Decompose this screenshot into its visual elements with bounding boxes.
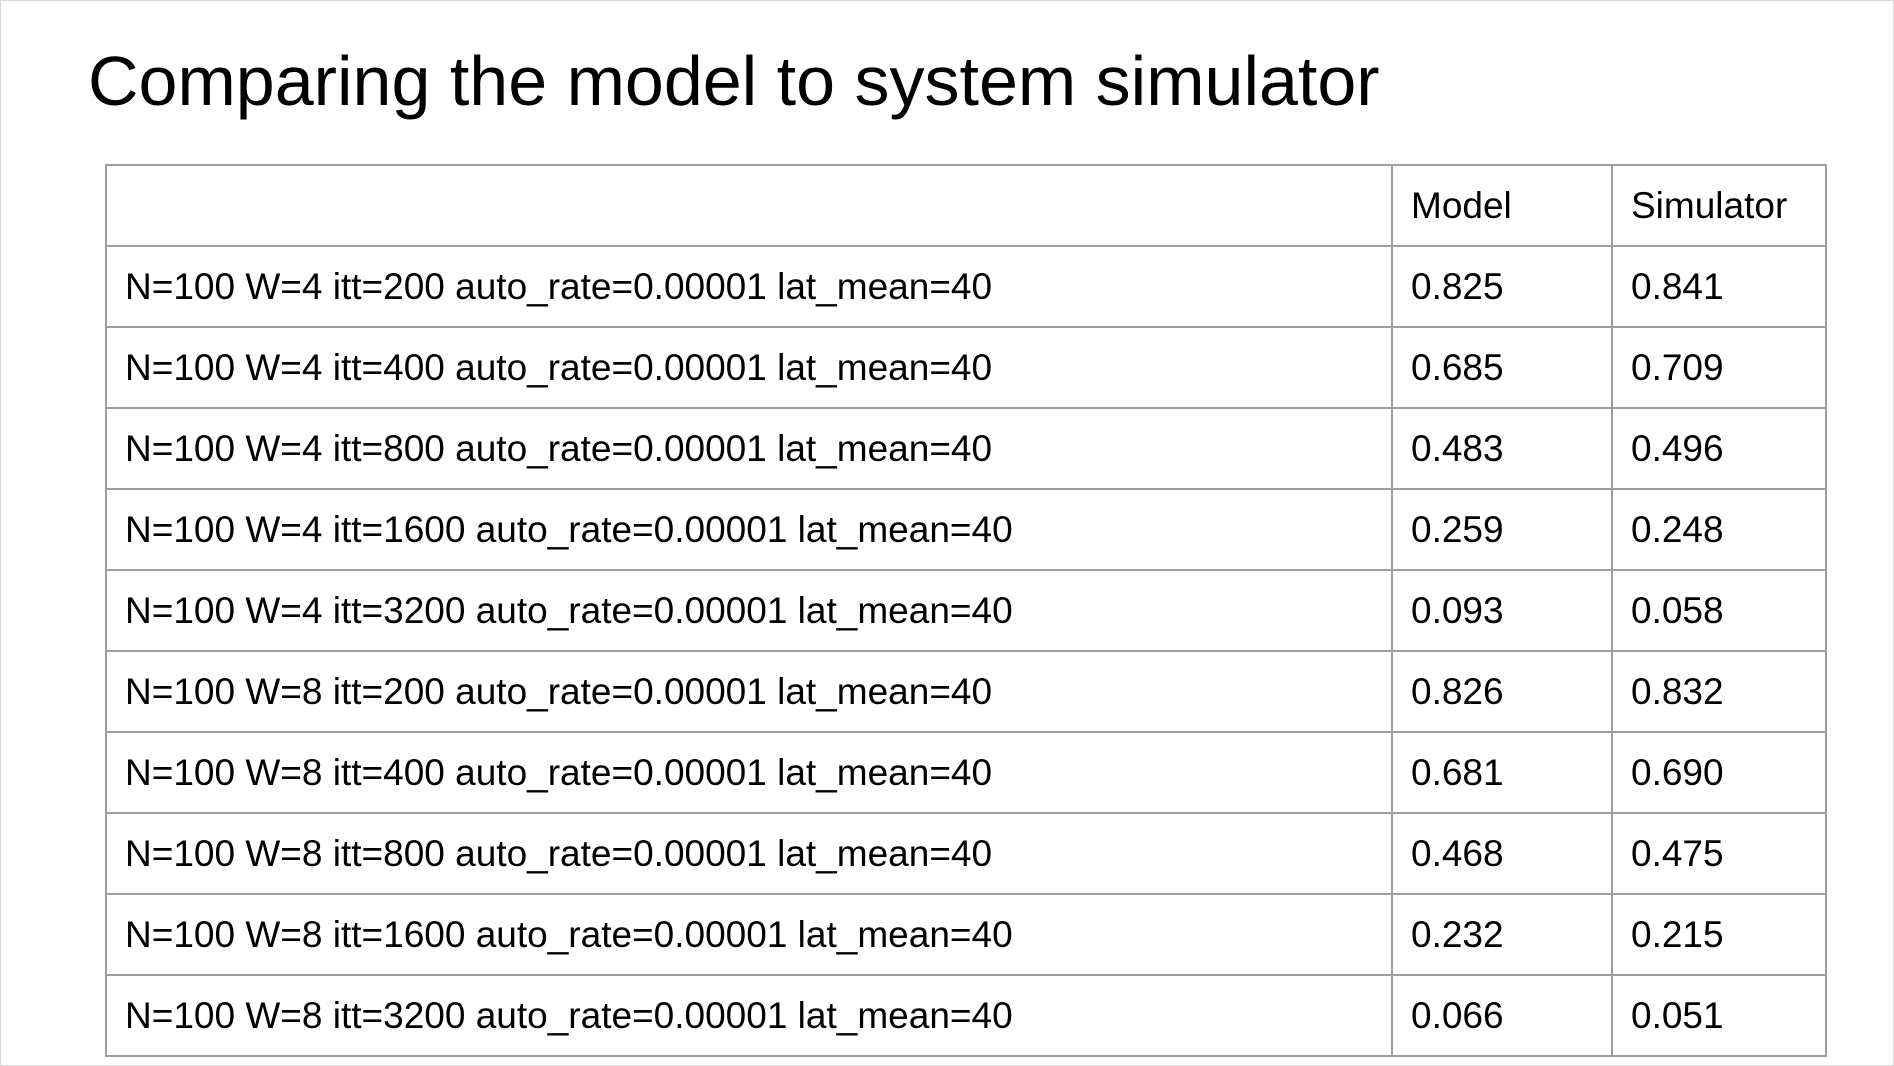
config-cell: N=100 W=4 itt=400 auto_rate=0.00001 lat_… — [105, 326, 1393, 409]
simulator-value-cell: 0.496 — [1611, 407, 1827, 490]
table-row: N=100 W=8 itt=200 auto_rate=0.00001 lat_… — [105, 650, 1827, 733]
table-row: N=100 W=8 itt=1600 auto_rate=0.00001 lat… — [105, 893, 1827, 976]
comparison-table: Model Simulator N=100 W=4 itt=200 auto_r… — [105, 164, 1827, 1057]
simulator-value-cell: 0.248 — [1611, 488, 1827, 571]
model-value-cell: 0.483 — [1391, 407, 1613, 490]
simulator-value-cell: 0.841 — [1611, 245, 1827, 328]
model-value-cell: 0.468 — [1391, 812, 1613, 895]
model-value-cell: 0.825 — [1391, 245, 1613, 328]
simulator-value-cell: 0.832 — [1611, 650, 1827, 733]
header-cell-model: Model — [1391, 164, 1613, 247]
header-cell-config — [105, 164, 1393, 247]
table-row: N=100 W=4 itt=3200 auto_rate=0.00001 lat… — [105, 569, 1827, 652]
table-row: N=100 W=8 itt=400 auto_rate=0.00001 lat_… — [105, 731, 1827, 814]
config-cell: N=100 W=8 itt=1600 auto_rate=0.00001 lat… — [105, 893, 1393, 976]
model-value-cell: 0.259 — [1391, 488, 1613, 571]
model-value-cell: 0.685 — [1391, 326, 1613, 409]
config-cell: N=100 W=4 itt=200 auto_rate=0.00001 lat_… — [105, 245, 1393, 328]
model-value-cell: 0.232 — [1391, 893, 1613, 976]
simulator-value-cell: 0.051 — [1611, 974, 1827, 1057]
model-value-cell: 0.826 — [1391, 650, 1613, 733]
table-row: N=100 W=4 itt=200 auto_rate=0.00001 lat_… — [105, 245, 1827, 328]
config-cell: N=100 W=8 itt=3200 auto_rate=0.00001 lat… — [105, 974, 1393, 1057]
slide-title: Comparing the model to system simulator — [88, 42, 1380, 120]
config-cell: N=100 W=4 itt=800 auto_rate=0.00001 lat_… — [105, 407, 1393, 490]
table-row: N=100 W=4 itt=800 auto_rate=0.00001 lat_… — [105, 407, 1827, 490]
header-cell-simulator: Simulator — [1611, 164, 1827, 247]
config-cell: N=100 W=4 itt=1600 auto_rate=0.00001 lat… — [105, 488, 1393, 571]
table-header-row: Model Simulator — [105, 164, 1827, 247]
config-cell: N=100 W=4 itt=3200 auto_rate=0.00001 lat… — [105, 569, 1393, 652]
table-row: N=100 W=4 itt=1600 auto_rate=0.00001 lat… — [105, 488, 1827, 571]
table-row: N=100 W=8 itt=800 auto_rate=0.00001 lat_… — [105, 812, 1827, 895]
simulator-value-cell: 0.709 — [1611, 326, 1827, 409]
simulator-value-cell: 0.215 — [1611, 893, 1827, 976]
model-value-cell: 0.681 — [1391, 731, 1613, 814]
config-cell: N=100 W=8 itt=400 auto_rate=0.00001 lat_… — [105, 731, 1393, 814]
model-value-cell: 0.093 — [1391, 569, 1613, 652]
simulator-value-cell: 0.690 — [1611, 731, 1827, 814]
config-cell: N=100 W=8 itt=800 auto_rate=0.00001 lat_… — [105, 812, 1393, 895]
config-cell: N=100 W=8 itt=200 auto_rate=0.00001 lat_… — [105, 650, 1393, 733]
simulator-value-cell: 0.475 — [1611, 812, 1827, 895]
model-value-cell: 0.066 — [1391, 974, 1613, 1057]
table-row: N=100 W=4 itt=400 auto_rate=0.00001 lat_… — [105, 326, 1827, 409]
simulator-value-cell: 0.058 — [1611, 569, 1827, 652]
table-row: N=100 W=8 itt=3200 auto_rate=0.00001 lat… — [105, 974, 1827, 1057]
